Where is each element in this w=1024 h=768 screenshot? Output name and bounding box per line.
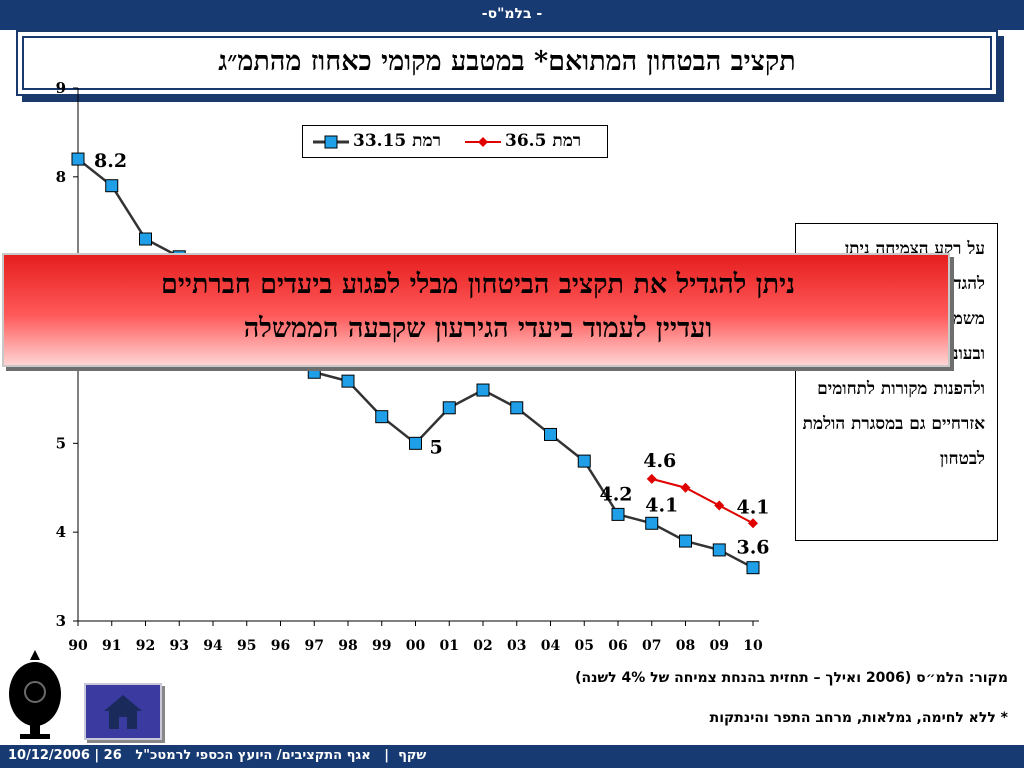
legend-label-series1: רמת 33.15 — [353, 131, 441, 151]
home-icon — [104, 695, 142, 729]
data-label: 4.6 — [643, 450, 676, 472]
footer-org: אגף התקציבים/ היועץ הכספי לרמטכ"ל — [135, 748, 371, 763]
x-tick-label: 01 — [440, 638, 459, 654]
data-label: 5 — [430, 436, 443, 458]
footer-info: 10/12/2006 | 26 שקף | אגף התקציבים/ היוע… — [8, 748, 427, 763]
x-tick-label: 10 — [743, 638, 763, 654]
callout-line-1: ניתן להגדיל את תקציב הביטחון מבלי לפגוע … — [161, 269, 795, 300]
title-box: תקציב הבטחון המתואם* במטבע מקומי כאחוז מ… — [16, 30, 998, 96]
x-tick-label: 04 — [541, 638, 561, 654]
x-tick-label: 98 — [338, 638, 357, 654]
x-tick-label: 97 — [305, 638, 324, 654]
series-1-marker — [105, 179, 119, 193]
x-tick-label: 93 — [170, 638, 189, 654]
series-2-marker — [714, 500, 725, 511]
series-2-marker — [680, 482, 691, 493]
x-tick-label: 91 — [102, 638, 121, 654]
series-1-marker — [510, 401, 524, 415]
data-label: 4.1 — [645, 494, 678, 516]
x-tick-label: 00 — [406, 638, 426, 654]
footer-date: 10/12/2006 — [8, 748, 90, 763]
series-1-marker — [341, 374, 355, 388]
series-1-marker — [139, 232, 152, 246]
legend-markers — [313, 135, 501, 149]
classification-label: - בלמ"ס- — [481, 6, 543, 22]
series-1-marker — [611, 507, 625, 521]
y-tick-label: 8 — [56, 168, 66, 186]
series-1-marker — [577, 454, 591, 468]
legend-marker-series2 — [478, 137, 488, 147]
x-tick-label: 08 — [676, 638, 695, 654]
data-label: 8.2 — [94, 150, 127, 172]
legend-marker-series1 — [324, 135, 338, 149]
legend-label-series2: רמת 36.5 — [505, 131, 582, 151]
x-tick-label: 07 — [642, 638, 661, 654]
x-tick-label: 99 — [372, 638, 391, 654]
footnote: * ללא לחימה, גמלאות, מרחב התפר והינתקות — [709, 710, 1008, 726]
series-1-marker — [476, 383, 490, 397]
series-1-marker — [71, 152, 85, 166]
x-tick-label: 06 — [608, 638, 627, 654]
x-tick-label: 94 — [203, 638, 223, 654]
data-label: 4.2 — [599, 483, 632, 505]
series-1-marker — [375, 410, 389, 424]
x-tick-label: 05 — [575, 638, 594, 654]
series-1-marker — [712, 543, 726, 557]
x-tick-label: 92 — [136, 638, 155, 654]
series-2-marker — [646, 473, 657, 484]
x-tick-label: 09 — [710, 638, 729, 654]
x-tick-label: 02 — [473, 638, 492, 654]
x-tick-label: 95 — [237, 638, 256, 654]
callout-text: ניתן להגדיל את תקציב הביטחון מבלי לפגוע … — [14, 263, 942, 351]
series-1-marker — [307, 365, 321, 379]
y-tick-label: 4 — [56, 523, 66, 541]
series-2-marker — [748, 518, 758, 529]
callout-line-2: ועדיין לעמוד ביעדי הגירעון שקבעה הממשלה — [243, 313, 713, 344]
top-nav-bar: - בלמ"ס- — [0, 0, 1024, 30]
chart-legend: רמת 33.15 רמת 36.5 — [302, 125, 608, 158]
data-label: 4.1 — [736, 496, 769, 518]
footer-slide-number: 26 — [103, 748, 122, 763]
emblem-logo — [9, 650, 61, 739]
series-1-marker — [442, 401, 456, 415]
series-1-marker — [645, 516, 659, 530]
data-label: 3.6 — [736, 537, 769, 559]
x-tick-label: 96 — [271, 638, 290, 654]
bottom-nav-bar: 10/12/2006 | 26 שקף | אגף התקציבים/ היוע… — [0, 745, 1024, 768]
callout-banner: ניתן להגדיל את תקציב הביטחון מבלי לפגוע … — [2, 253, 950, 367]
series-1-marker — [679, 534, 692, 548]
source-note: מקור: הלמ״ס (2006 ואילך – תחזית בהנחת צמ… — [575, 670, 1008, 686]
series-1-marker — [409, 436, 422, 450]
y-tick-label: 3 — [56, 612, 66, 630]
y-tick-label: 5 — [56, 434, 66, 452]
footer-slide-label: שקף — [398, 748, 427, 763]
home-button[interactable] — [84, 683, 162, 740]
series-line-2 — [651, 477, 754, 525]
series-1-marker — [544, 427, 557, 441]
y-tick-label: 9 — [56, 79, 66, 97]
series-1-marker — [746, 561, 760, 575]
x-tick-label: 03 — [507, 638, 526, 654]
x-tick-label: 90 — [68, 638, 88, 654]
